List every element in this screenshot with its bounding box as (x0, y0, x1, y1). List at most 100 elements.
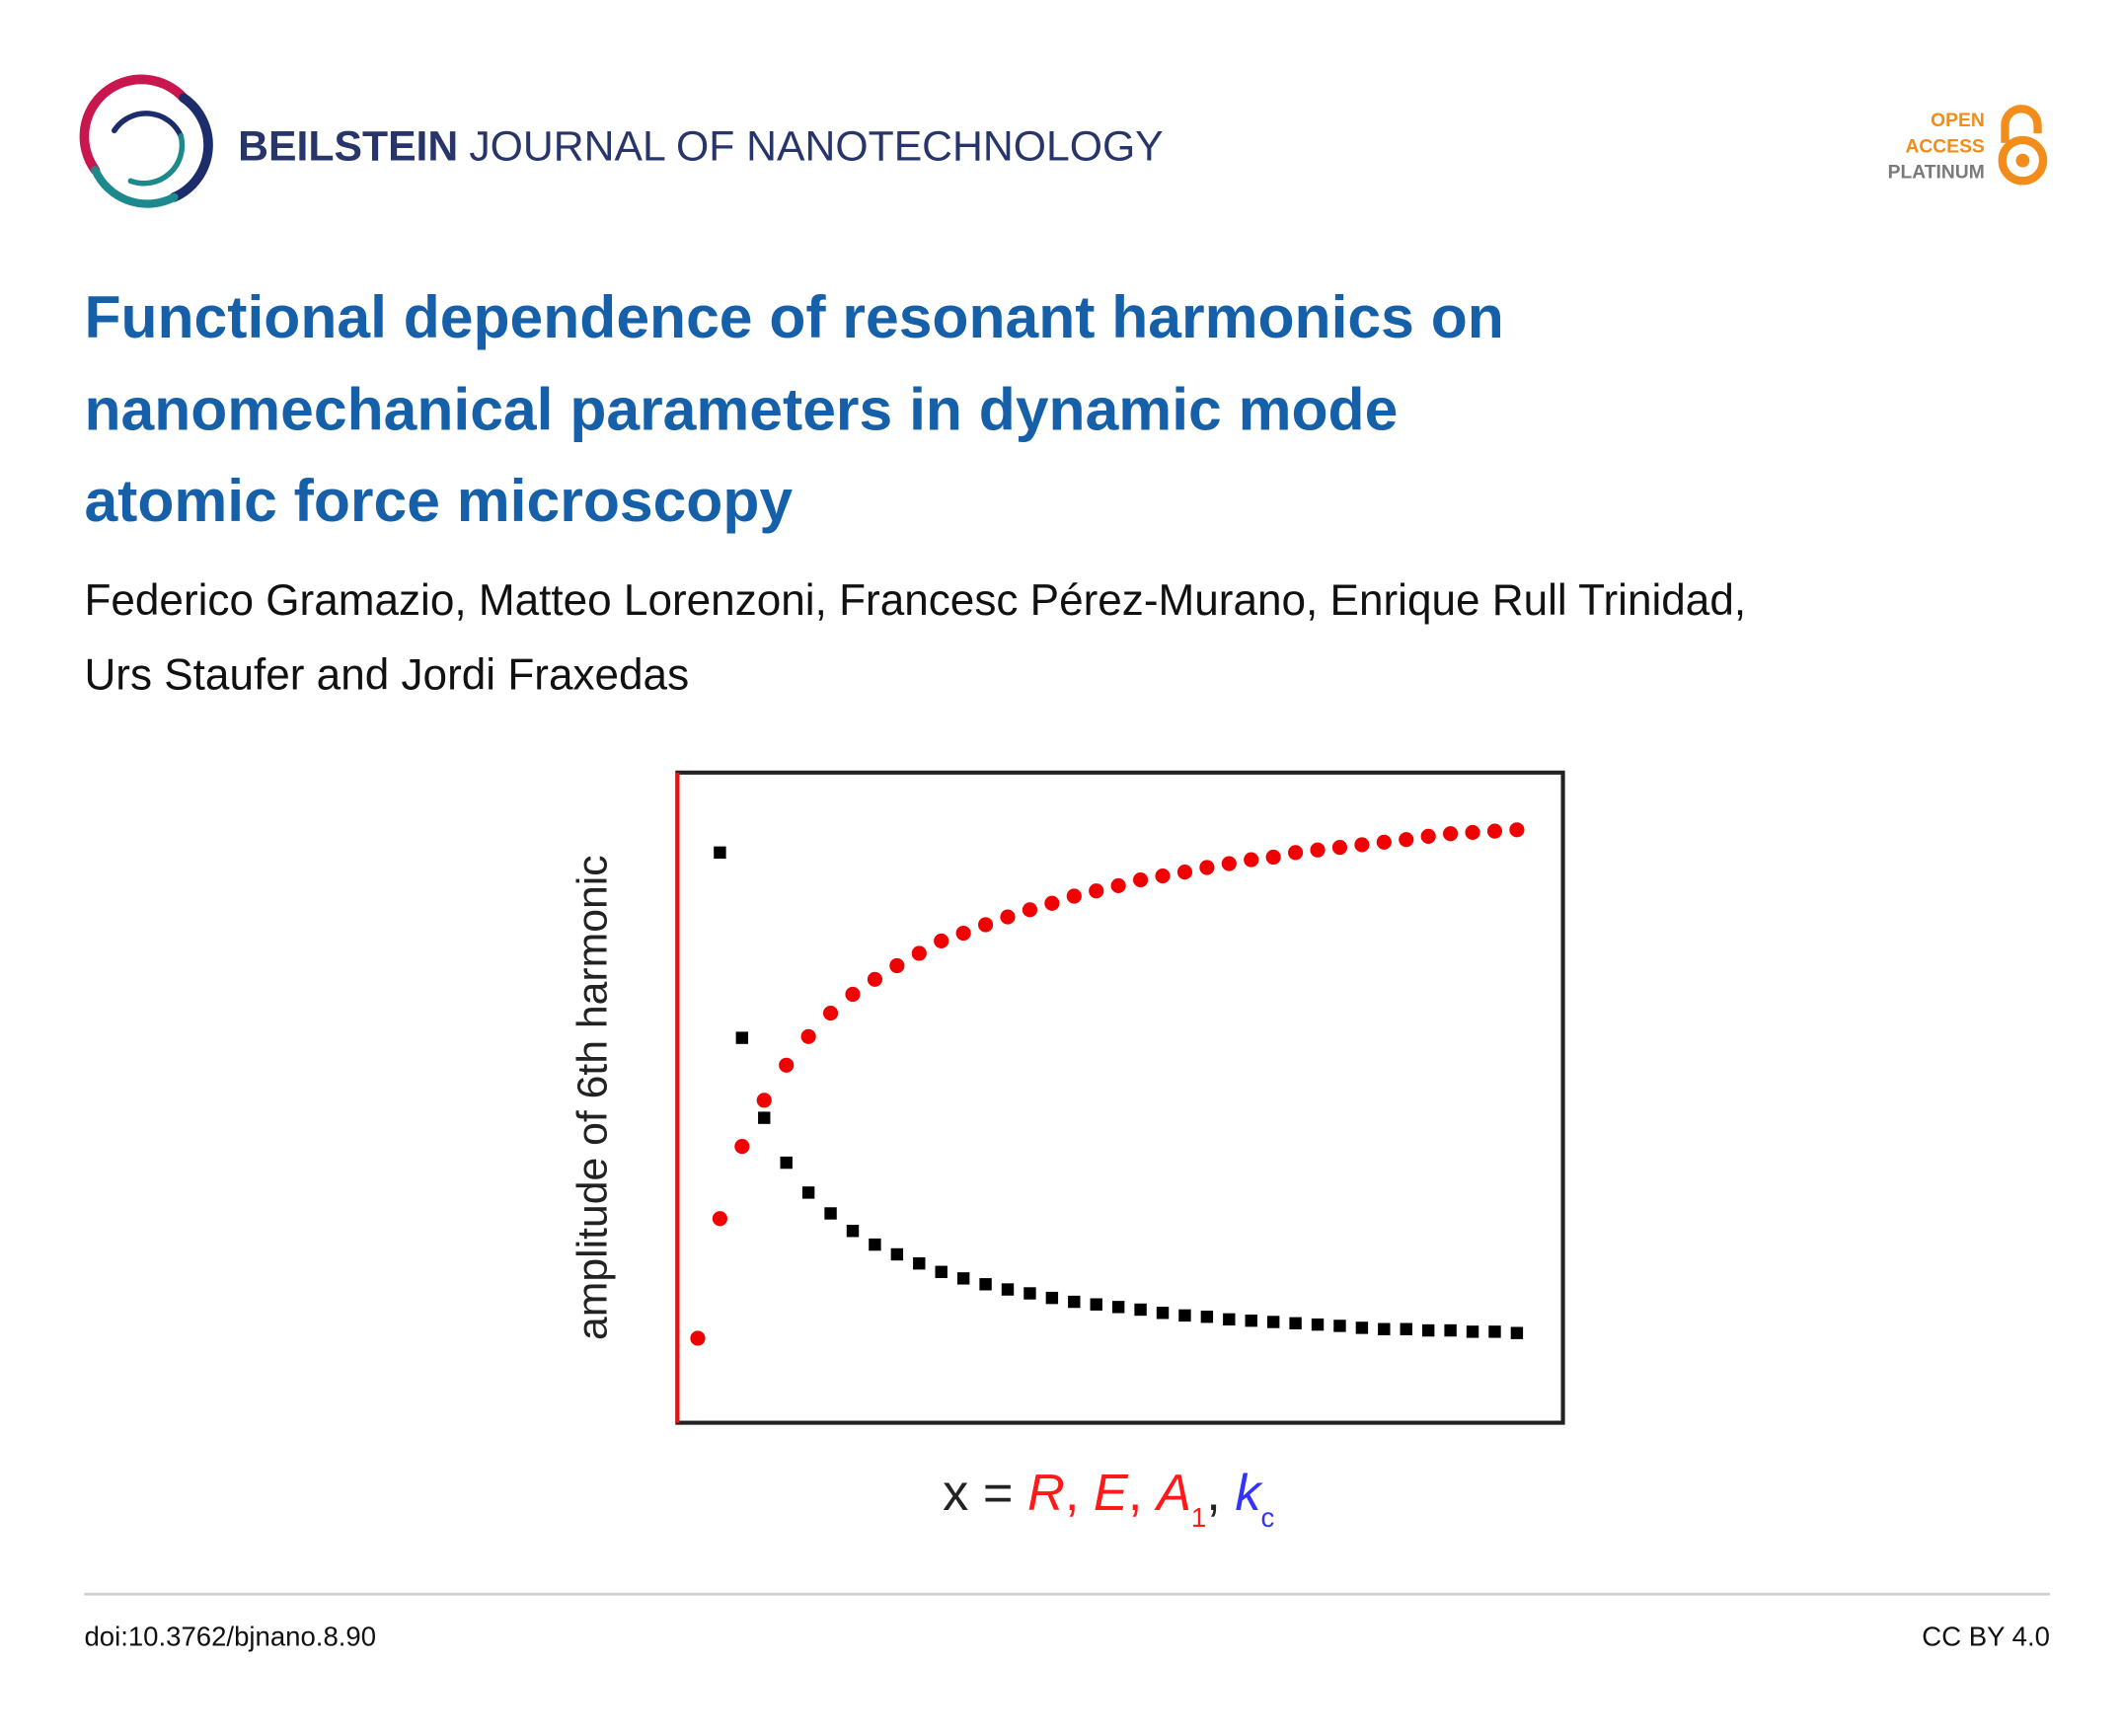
x-label-part: k (1235, 1465, 1263, 1522)
data-point (956, 1272, 970, 1285)
authors: Federico Gramazio, Matteo Lorenzoni, Fra… (84, 576, 1746, 700)
data-point (1023, 1287, 1036, 1300)
license: CC BY 4.0 (1922, 1622, 2050, 1652)
data-point (1110, 877, 1126, 894)
data-point (935, 1265, 947, 1278)
data-point (1068, 1295, 1081, 1309)
x-label-part: , (1065, 1465, 1094, 1522)
data-point (756, 1093, 772, 1108)
data-point (735, 1031, 749, 1044)
data-point (1310, 842, 1326, 858)
data-point (1090, 1298, 1102, 1311)
data-point (1156, 1307, 1170, 1320)
data-point (1354, 837, 1370, 853)
author-line: Urs Staufer and Jordi Fraxedas (84, 651, 689, 700)
data-point (955, 925, 971, 942)
data-point (846, 1225, 860, 1238)
journal-logo (79, 74, 213, 208)
data-point (1444, 1323, 1457, 1337)
data-point (869, 1238, 881, 1251)
data-point (1044, 895, 1060, 911)
data-point (889, 957, 905, 974)
data-point (714, 846, 726, 860)
data-point (1331, 839, 1348, 856)
open-access-badge: OPEN ACCESS PLATINUM (1888, 105, 2048, 186)
data-point (1199, 860, 1215, 875)
title: Functional dependence of resonant harmon… (84, 283, 1503, 534)
data-point (934, 933, 949, 949)
data-point (824, 1207, 837, 1220)
data-point (1022, 902, 1038, 918)
title-line: Functional dependence of resonant harmon… (84, 283, 1503, 350)
data-point (822, 1005, 839, 1021)
data-point (1066, 888, 1082, 904)
x-label-part: 1 (1191, 1501, 1206, 1532)
data-point (1421, 1323, 1435, 1337)
data-point (1465, 824, 1480, 841)
data-point (1509, 822, 1525, 838)
data-point (1355, 1321, 1369, 1334)
data-point (758, 1111, 771, 1124)
data-point (1089, 883, 1104, 899)
data-point (1244, 852, 1259, 868)
data-point (1420, 828, 1436, 844)
data-point (1510, 1326, 1524, 1339)
data-point (1223, 1313, 1236, 1326)
data-point (1311, 1318, 1325, 1331)
data-point (1488, 1325, 1501, 1338)
data-point (734, 1139, 750, 1155)
data-point (712, 1211, 727, 1227)
data-point (1000, 909, 1016, 925)
data-point (800, 1028, 816, 1044)
x-label-part: c (1261, 1501, 1275, 1532)
data-point (1200, 1311, 1214, 1323)
data-point (1176, 865, 1193, 880)
data-point (801, 1186, 815, 1199)
data-point (1001, 1283, 1015, 1296)
data-point (1466, 1325, 1479, 1338)
journal-name-rest: JOURNAL OF NANOTECHNOLOGY (469, 123, 1163, 171)
data-point (1045, 1291, 1059, 1305)
data-point (1111, 1301, 1125, 1314)
badge-line: ACCESS (1905, 136, 1984, 157)
title-line: atomic force microscopy (84, 467, 793, 534)
x-axis-label: x = R, E, A1, kc (943, 1465, 1274, 1533)
data-point (1378, 1322, 1391, 1335)
journal-name-bold: BEILSTEIN (238, 123, 458, 171)
data-point (979, 1278, 992, 1291)
title-line: nanomechanical parameters in dynamic mod… (84, 376, 1398, 443)
x-label-part: A (1154, 1465, 1191, 1522)
data-point (1376, 834, 1392, 850)
data-point (1288, 845, 1304, 861)
badge-line: OPEN (1931, 111, 1985, 131)
data-point (1155, 868, 1171, 884)
data-point (1266, 1316, 1280, 1328)
x-label-part: E (1094, 1465, 1129, 1522)
chart: amplitude of 6th harmonic x = R, E, A1, … (569, 770, 1565, 1533)
author-line: Federico Gramazio, Matteo Lorenzoni, Fra… (84, 576, 1746, 625)
data-point (913, 1256, 926, 1270)
data-point (1178, 1309, 1191, 1322)
data-point (779, 1057, 795, 1073)
data-point (1134, 1303, 1147, 1317)
data-point (977, 917, 994, 933)
data-point (1486, 823, 1503, 839)
data-point (1133, 871, 1149, 888)
data-point (1399, 832, 1414, 848)
data-point (1443, 826, 1459, 842)
x-label-part: R (1027, 1465, 1065, 1522)
data-point (780, 1156, 793, 1170)
doi: doi:10.3762/bjnano.8.90 (84, 1622, 376, 1652)
data-point (1400, 1322, 1412, 1335)
x-label-part: x = (943, 1465, 1027, 1522)
data-point (1333, 1320, 1346, 1332)
data-point (845, 986, 861, 1003)
x-label-part: , (1128, 1465, 1157, 1522)
data-point (867, 971, 883, 987)
data-point (1221, 856, 1237, 871)
badge-line: PLATINUM (1888, 163, 1985, 184)
y-axis-label: amplitude of 6th harmonic (569, 855, 617, 1340)
data-point (1245, 1314, 1257, 1327)
